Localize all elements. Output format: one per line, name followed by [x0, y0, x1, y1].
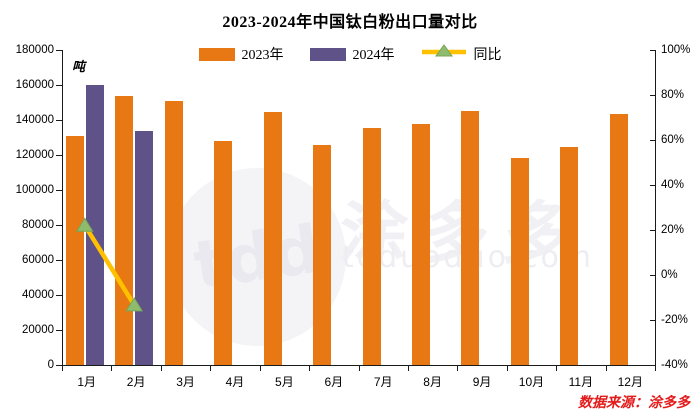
- right-axis-tick-label: -20%: [661, 314, 688, 326]
- x-axis-month-label: 10月: [518, 375, 545, 389]
- left-axis-tick-label: 100000: [15, 184, 54, 196]
- right-axis-tick-label: 20%: [661, 224, 685, 236]
- bar-2023年-2月: [115, 95, 134, 365]
- right-axis-tick: [650, 50, 655, 51]
- x-axis-month-label: 2月: [126, 375, 146, 389]
- left-axis-tick: [56, 365, 62, 366]
- x-axis-tick: [457, 366, 459, 371]
- left-axis-tick-label: 140000: [15, 114, 54, 126]
- x-axis-tick: [506, 366, 508, 371]
- x-axis-month-label: 12月: [617, 375, 643, 389]
- x-axis-month-label: 7月: [373, 375, 393, 389]
- right-axis-tick-label: -40%: [661, 359, 688, 371]
- right-axis-tick-label: 100%: [661, 44, 691, 56]
- bar-2023年-1月: [66, 135, 84, 365]
- right-axis-tick-label: 60%: [661, 134, 685, 146]
- right-axis-tick-label: 0%: [661, 269, 678, 281]
- x-axis-month-label: 9月: [472, 375, 492, 389]
- right-axis-tick: [650, 320, 655, 321]
- left-axis-tick-label: 180000: [15, 44, 54, 56]
- x-axis-tick: [407, 366, 409, 371]
- x-axis-month-label: 1月: [77, 375, 97, 389]
- legend-label-2023: 2023年: [241, 48, 284, 63]
- x-axis-tick: [309, 366, 311, 371]
- left-axis-tick-label: 160000: [15, 79, 54, 91]
- legend: 2023年 2024年 同比: [0, 44, 700, 64]
- bar-2023年-10月: [510, 157, 529, 365]
- x-axis-line: [62, 365, 656, 366]
- legend-swatch-2024-icon: [309, 47, 346, 61]
- bar-2023年-4月: [214, 141, 233, 365]
- legend-item-2023: 2023年: [198, 44, 284, 64]
- right-axis-tick: [650, 230, 655, 231]
- right-axis-tick: [650, 185, 655, 186]
- left-axis-tick-label: 20000: [22, 324, 54, 336]
- chart-title: 2023-2024年中国钛白粉出口量对比: [222, 14, 478, 31]
- x-axis-tick: [160, 366, 162, 371]
- legend-item-yoy: 同比: [421, 44, 502, 64]
- legend-item-2024: 2024年: [309, 44, 395, 64]
- bar-2023年-11月: [560, 147, 579, 365]
- left-axis-tick: [56, 260, 62, 261]
- legend-swatch-2023-icon: [198, 47, 235, 61]
- x-axis-tick: [62, 366, 63, 371]
- left-axis-tick-label: 0: [47, 359, 54, 371]
- legend-label-2024: 2024年: [352, 48, 395, 63]
- x-axis-tick: [655, 366, 656, 371]
- x-axis-month-label: 8月: [423, 375, 442, 389]
- bar-2023年-8月: [411, 124, 430, 365]
- right-axis-tick: [650, 140, 655, 141]
- left-axis-tick-label: 40000: [22, 289, 54, 301]
- right-axis-tick: [650, 365, 655, 366]
- bar-2023年-12月: [609, 113, 628, 365]
- bar-2024年-2月: [134, 131, 153, 365]
- right-axis-tick-label: 80%: [661, 89, 685, 101]
- x-axis-tick: [556, 366, 558, 371]
- bar-2023年-6月: [313, 145, 332, 365]
- left-axis-tick-label: 80000: [22, 219, 54, 231]
- left-axis-tick: [56, 120, 62, 121]
- left-axis-tick: [56, 155, 62, 156]
- watermark-logo-text: tdd: [189, 210, 325, 304]
- x-axis-month-label: 6月: [324, 375, 344, 389]
- x-axis-month-label: 3月: [176, 375, 195, 389]
- left-axis-line: [62, 50, 63, 366]
- bar-2023年-3月: [164, 100, 183, 365]
- right-axis-tick: [650, 95, 655, 96]
- x-axis-tick: [111, 366, 113, 371]
- x-axis-tick: [210, 366, 212, 371]
- left-axis-tick: [56, 330, 62, 331]
- left-axis-tick: [56, 85, 62, 86]
- bar-2023年-9月: [461, 111, 480, 365]
- left-axis-unit-label: 吨: [72, 59, 86, 74]
- left-axis-tick: [56, 225, 62, 226]
- legend-line-triangle-icon: [421, 44, 467, 64]
- right-axis-tick-label: 40%: [661, 179, 685, 191]
- left-axis-tick: [56, 295, 62, 296]
- left-axis-tick: [56, 50, 62, 51]
- data-source-note: 数据来源：涂多多: [578, 396, 690, 411]
- right-axis-line: [655, 50, 656, 366]
- x-axis-month-label: 11月: [568, 375, 594, 389]
- x-axis-tick: [605, 366, 607, 371]
- right-axis-tick: [650, 275, 655, 276]
- x-axis-tick: [358, 366, 360, 371]
- legend-label-yoy: 同比: [473, 48, 502, 63]
- left-axis-tick-label: 120000: [15, 149, 54, 161]
- x-axis-month-label: 5月: [275, 375, 294, 389]
- bar-2024年-1月: [85, 85, 104, 365]
- x-axis-tick: [259, 366, 261, 371]
- bar-2023年-7月: [362, 127, 381, 365]
- left-axis-tick: [56, 190, 62, 191]
- x-axis-month-label: 4月: [225, 375, 245, 389]
- bar-2023年-5月: [263, 112, 282, 365]
- left-axis-tick-label: 60000: [22, 254, 54, 266]
